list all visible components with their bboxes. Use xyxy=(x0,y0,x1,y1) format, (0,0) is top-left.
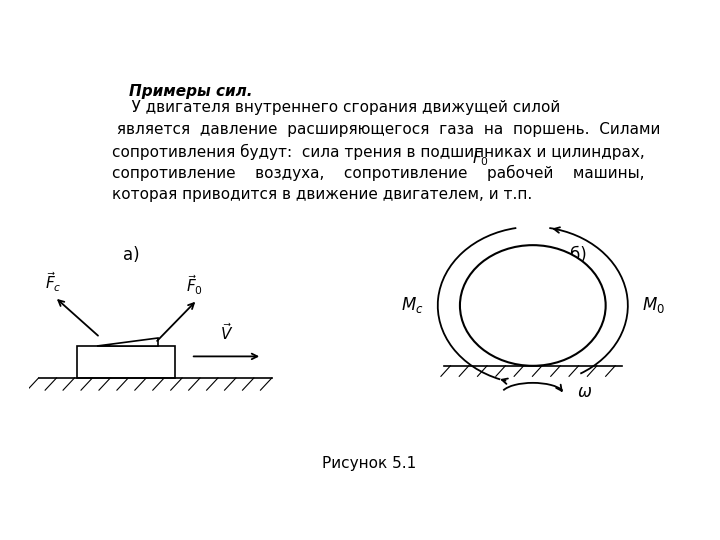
Text: а): а) xyxy=(124,246,140,264)
Text: Рисунок 5.1: Рисунок 5.1 xyxy=(322,456,416,471)
Text: $\vec{F}_c$: $\vec{F}_c$ xyxy=(45,271,61,294)
Text: $\vec{F}_0$: $\vec{F}_0$ xyxy=(186,273,202,297)
Circle shape xyxy=(460,245,606,366)
Text: является  давление  расширяющегося  газа  на  поршень.  Силами: является давление расширяющегося газа на… xyxy=(112,122,661,137)
Text: $M_c$: $M_c$ xyxy=(401,295,423,315)
Text: Примеры сил.: Примеры сил. xyxy=(129,84,253,98)
Text: $F_{\mathit{0}}$: $F_{\mathit{0}}$ xyxy=(472,150,489,168)
Text: б): б) xyxy=(570,246,587,264)
Polygon shape xyxy=(96,338,158,346)
Text: $\omega$: $\omega$ xyxy=(577,383,593,401)
Text: $M_0$: $M_0$ xyxy=(642,295,665,315)
Text: сопротивления будут:  сила трения в подшипниках и цилиндрах,: сопротивления будут: сила трения в подши… xyxy=(112,144,645,159)
Text: У двигателя внутреннего сгорания движущей силой: У двигателя внутреннего сгорания движуще… xyxy=(112,100,561,115)
Bar xyxy=(78,346,174,378)
Text: сопротивление    воздуха,    сопротивление    рабочей    машины,: сопротивление воздуха, сопротивление раб… xyxy=(112,165,645,181)
Text: $\vec{V}$: $\vec{V}$ xyxy=(220,322,233,343)
Text: которая приводится в движение двигателем, и т.п.: которая приводится в движение двигателем… xyxy=(112,187,533,201)
